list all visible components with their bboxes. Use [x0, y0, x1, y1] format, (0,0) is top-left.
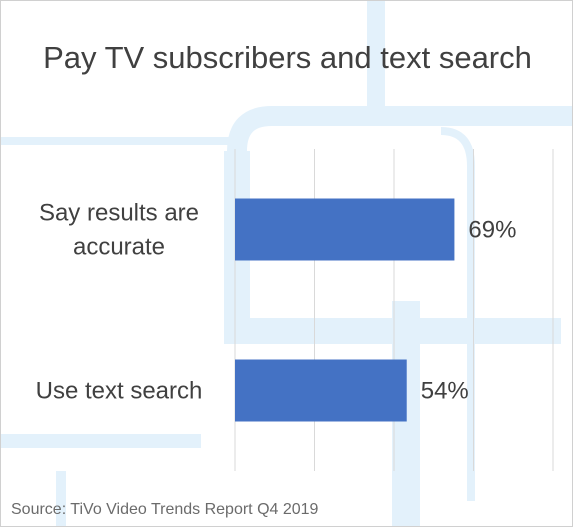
data-labels: 69% 54%: [421, 217, 517, 405]
category-label: Say results are accurate: [39, 200, 199, 261]
bar-series: [235, 198, 455, 422]
source-note: Source: TiVo Video Trends Report Q4 2019: [11, 501, 319, 518]
category-labels: Say results are accurate Use text search: [36, 200, 203, 405]
data-label: 54%: [421, 378, 469, 405]
chart-title: Pay TV subscribers and text search: [43, 40, 532, 75]
bar: [235, 359, 407, 422]
category-label: Use text search: [36, 378, 203, 405]
data-label: 69%: [468, 217, 516, 244]
gridlines: [234, 149, 554, 471]
bar: [235, 198, 455, 261]
